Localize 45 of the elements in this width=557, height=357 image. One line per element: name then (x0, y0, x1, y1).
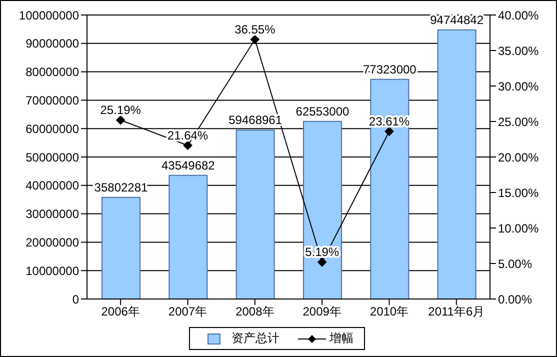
y-tick-label: 20000000 (26, 235, 80, 250)
y2-tick-label: 5.00% (498, 256, 532, 271)
data-label: 36.55% (234, 22, 276, 36)
y2-tick-label: 40.00% (498, 8, 540, 22)
x-tick-label: 2011年6月 (428, 304, 485, 319)
point (183, 140, 192, 150)
data-label: 94744842 (430, 12, 484, 27)
bar (236, 130, 275, 299)
bar (370, 78, 410, 299)
y-tick-label: 60000000 (26, 122, 80, 136)
x-tick-label: 2009年 (302, 304, 342, 319)
y-tick-label: 70000000 (26, 93, 80, 108)
y2-tick-label: 15.00% (498, 186, 540, 200)
y-tick-label: 40000000 (26, 178, 80, 193)
x-tick-label: 2008年 (236, 304, 274, 319)
point (116, 116, 126, 125)
y2-tick-label: 0.00% (498, 292, 532, 306)
data-label: 23.61% (368, 114, 410, 128)
legend-label: 增幅 (328, 330, 354, 347)
bar (437, 29, 476, 299)
data-label: 62553000 (296, 104, 350, 118)
x-tick-label: 2010年 (370, 304, 409, 319)
y2-tick-label: 20.00% (498, 150, 540, 164)
y-tick-label: 0 (72, 292, 80, 306)
bar (168, 174, 208, 299)
y2-tick-label: 35.00% (498, 44, 540, 58)
point (384, 126, 394, 136)
y-tick-label: 10000000 (26, 264, 80, 278)
bar (303, 120, 342, 299)
y-tick-label: 100000000 (18, 8, 80, 22)
bar (102, 196, 140, 299)
data-label: 25.19% (100, 103, 142, 118)
y2-tick-label: 25.00% (498, 114, 540, 129)
y-tick-label: 80000000 (26, 65, 80, 80)
y-tick-label: 30000000 (26, 207, 80, 222)
y-tick-label: 90000000 (26, 36, 80, 51)
x-tick-label: 2007年 (168, 304, 208, 319)
y2-tick-label: 10.00% (498, 221, 540, 236)
point (250, 34, 260, 44)
point (318, 258, 327, 267)
legend-label: 资产总计 (230, 330, 280, 347)
data-label: 43549682 (161, 158, 216, 172)
y-tick-label: 50000000 (26, 150, 80, 164)
y2-tick-label: 30.00% (498, 79, 540, 94)
x-tick-label: 2006年 (101, 304, 140, 319)
